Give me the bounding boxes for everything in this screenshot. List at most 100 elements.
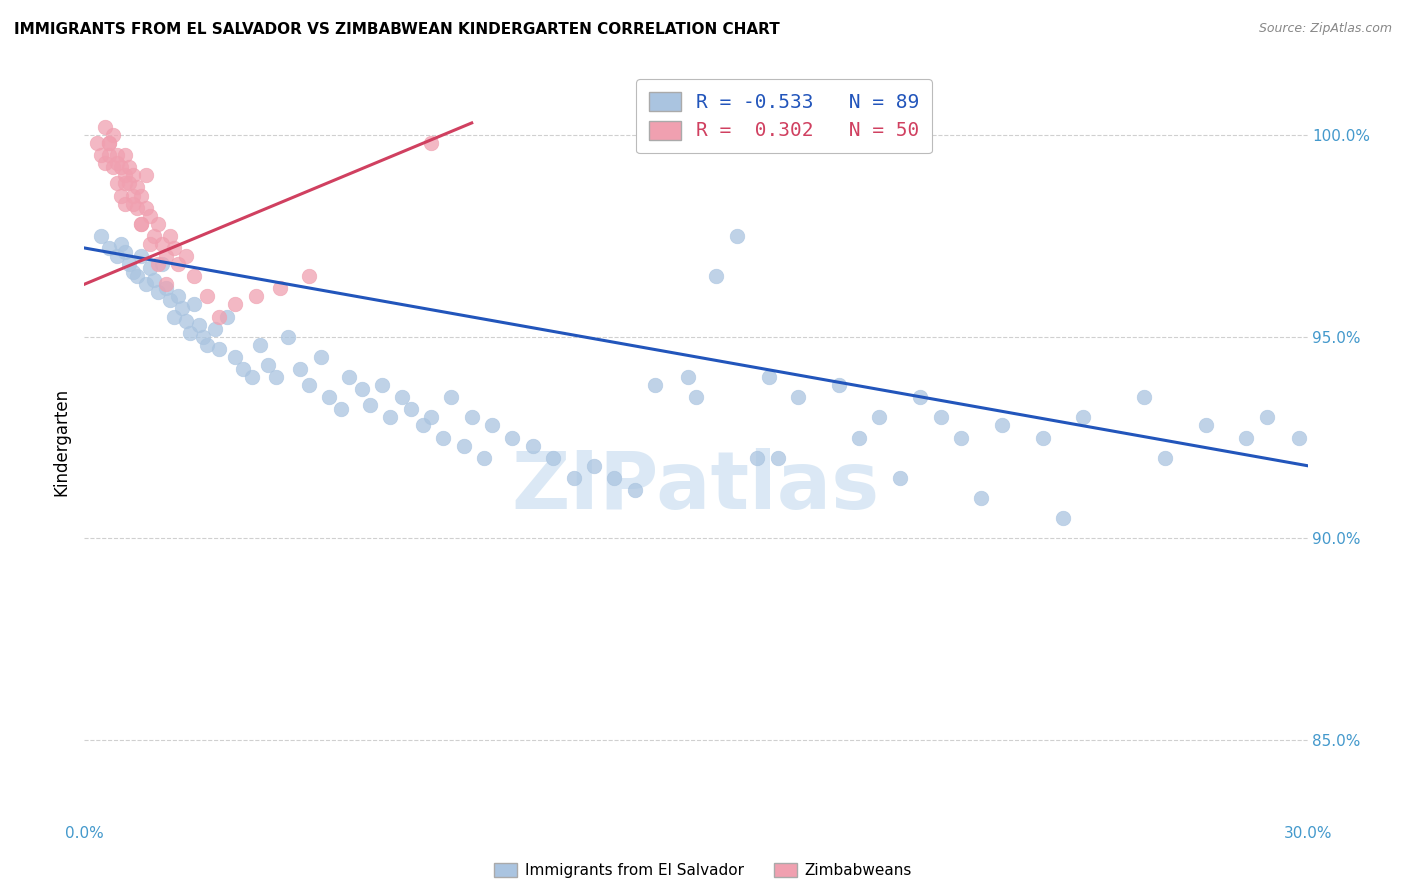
Point xyxy=(522,439,544,453)
Point xyxy=(747,450,769,465)
Point xyxy=(889,471,911,485)
Point xyxy=(950,430,973,444)
Point xyxy=(257,358,280,372)
Point xyxy=(1032,430,1054,444)
Point xyxy=(249,337,271,351)
Point xyxy=(174,249,197,263)
Point xyxy=(90,228,112,243)
Point xyxy=(245,289,267,303)
Point xyxy=(135,277,157,292)
Point xyxy=(105,148,128,162)
Point xyxy=(391,390,413,404)
Point xyxy=(183,269,205,284)
Point xyxy=(399,402,422,417)
Point xyxy=(101,128,124,142)
Point xyxy=(603,471,626,485)
Point xyxy=(676,370,699,384)
Point xyxy=(208,310,231,324)
Point xyxy=(179,326,201,340)
Point xyxy=(135,169,157,183)
Point xyxy=(432,430,454,444)
Point xyxy=(122,169,145,183)
Point xyxy=(1052,511,1074,525)
Point xyxy=(420,410,443,425)
Point xyxy=(543,450,565,465)
Point xyxy=(101,161,124,175)
Point xyxy=(118,257,141,271)
Point xyxy=(191,329,214,343)
Point xyxy=(1133,390,1156,404)
Point xyxy=(371,378,394,392)
Point xyxy=(150,236,173,251)
Point xyxy=(1195,418,1218,433)
Point xyxy=(110,236,132,251)
Y-axis label: Kindergarten: Kindergarten xyxy=(52,387,70,496)
Point xyxy=(330,402,353,417)
Point xyxy=(135,201,157,215)
Point xyxy=(224,350,246,364)
Point xyxy=(167,257,190,271)
Point xyxy=(562,471,585,485)
Point xyxy=(131,188,153,202)
Text: IMMIGRANTS FROM EL SALVADOR VS ZIMBABWEAN KINDERGARTEN CORRELATION CHART: IMMIGRANTS FROM EL SALVADOR VS ZIMBABWEA… xyxy=(14,22,780,37)
Point xyxy=(127,269,149,284)
Point xyxy=(114,244,136,259)
Point xyxy=(224,297,246,311)
Point xyxy=(502,430,524,444)
Point xyxy=(122,265,145,279)
Legend: Immigrants from El Salvador, Zimbabweans: Immigrants from El Salvador, Zimbabweans xyxy=(488,857,918,884)
Point xyxy=(264,370,287,384)
Point xyxy=(86,136,108,150)
Point xyxy=(118,177,141,191)
Point xyxy=(910,390,932,404)
Point xyxy=(309,350,332,364)
Point xyxy=(624,483,647,497)
Point xyxy=(97,136,120,150)
Point xyxy=(90,148,112,162)
Point xyxy=(114,177,136,191)
Point xyxy=(1236,430,1258,444)
Point xyxy=(440,390,463,404)
Point xyxy=(97,241,120,255)
Point xyxy=(159,293,181,308)
Point xyxy=(232,362,254,376)
Point xyxy=(758,370,780,384)
Point xyxy=(105,177,128,191)
Point xyxy=(453,439,475,453)
Point xyxy=(97,136,120,150)
Point xyxy=(142,228,165,243)
Point xyxy=(766,450,789,465)
Point xyxy=(172,301,194,316)
Point xyxy=(167,289,190,303)
Point xyxy=(122,188,145,202)
Point xyxy=(298,378,321,392)
Point xyxy=(277,329,299,343)
Point xyxy=(163,310,186,324)
Point xyxy=(187,318,209,332)
Point xyxy=(420,136,443,150)
Point xyxy=(93,120,115,134)
Point xyxy=(929,410,952,425)
Point xyxy=(204,321,226,335)
Point xyxy=(350,382,373,396)
Point xyxy=(195,337,218,351)
Point xyxy=(183,297,205,311)
Point xyxy=(869,410,891,425)
Point xyxy=(127,180,149,194)
Point xyxy=(163,241,186,255)
Point xyxy=(644,378,666,392)
Point xyxy=(114,196,136,211)
Point xyxy=(138,261,160,276)
Point xyxy=(195,289,218,303)
Point xyxy=(412,418,434,433)
Point xyxy=(155,249,177,263)
Point xyxy=(114,169,136,183)
Point xyxy=(481,418,503,433)
Point xyxy=(1154,450,1177,465)
Point xyxy=(339,370,361,384)
Point xyxy=(787,390,810,404)
Point xyxy=(155,281,177,295)
Point xyxy=(208,342,231,356)
Point xyxy=(1073,410,1095,425)
Point xyxy=(290,362,312,376)
